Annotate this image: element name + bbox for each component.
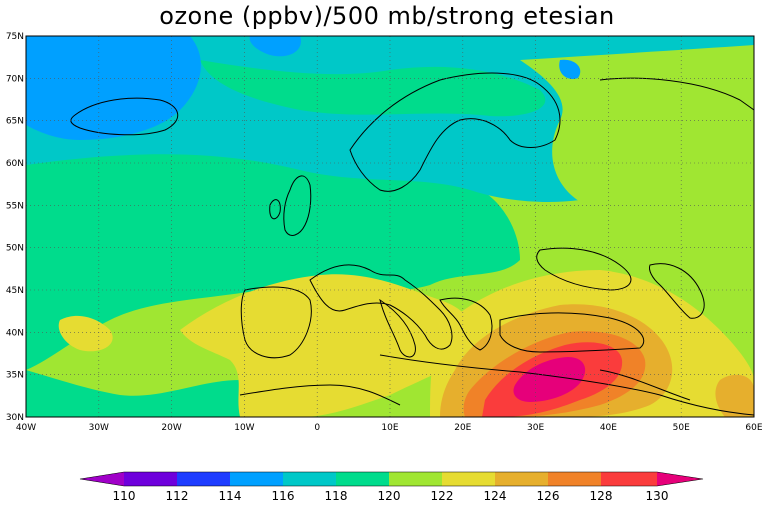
lon-label-50e: 50E <box>673 423 690 433</box>
lat-label-30n: 30N <box>6 413 24 423</box>
colorbar-label-130: 130 <box>646 489 669 503</box>
lat-label-60n: 60N <box>6 159 24 169</box>
lon-label-20w: 20W <box>161 423 181 433</box>
colorbar-label-122: 122 <box>431 489 454 503</box>
lon-label-40w: 40W <box>16 423 36 433</box>
colorbar-label-110: 110 <box>113 489 136 503</box>
field-116-b <box>249 36 301 57</box>
lon-label-40e: 40E <box>600 423 617 433</box>
colorbar-bin-118-120 <box>336 472 389 486</box>
field-126-east <box>715 374 754 417</box>
colorbar-bin-128-130 <box>601 472 657 486</box>
colorbar-label-120: 120 <box>378 489 401 503</box>
lat-label-55n: 55N <box>6 201 24 211</box>
colorbar-bin-126-128 <box>548 472 601 486</box>
lat-label-70n: 70N <box>6 74 24 84</box>
colorbar-bin-122-124 <box>442 472 495 486</box>
field-122-east <box>520 45 754 210</box>
colorbar-label-126: 126 <box>537 489 560 503</box>
colorbar-label-112: 112 <box>166 489 189 503</box>
lon-label-10e: 10E <box>381 423 398 433</box>
colorbar-label-124: 124 <box>484 489 507 503</box>
colorbar-bin-124-126 <box>495 472 548 486</box>
colorbar-bin-116-118 <box>283 472 336 486</box>
field-124-west <box>58 315 113 352</box>
lat-label-65n: 65N <box>6 117 24 127</box>
lat-label-50n: 50N <box>6 244 24 254</box>
lat-label-75n: 75N <box>6 32 24 42</box>
colorbar-bin-120-122 <box>389 472 442 486</box>
lon-label-10w: 10W <box>234 423 254 433</box>
field-120-south <box>26 370 245 417</box>
lon-label-60e: 60E <box>745 423 762 433</box>
colorbar-label-118: 118 <box>325 489 348 503</box>
lon-label-30e: 30E <box>527 423 544 433</box>
ozone-field <box>26 36 754 417</box>
colorbar-label-116: 116 <box>272 489 295 503</box>
colorbar-bin-112-114 <box>177 472 230 486</box>
field-116-c <box>559 59 581 80</box>
field-124 <box>180 274 474 417</box>
colorbar-high-arrow <box>657 472 703 486</box>
lat-axis: 75N 70N 65N 60N 55N 50N 45N 40N 35N 30N <box>6 32 24 423</box>
lon-label-30w: 30W <box>89 423 109 433</box>
lon-axis: 40W 30W 20W 10W 0 10E 20E 30E 40E 50E 60… <box>16 423 763 433</box>
colorbar-low-arrow <box>80 472 124 486</box>
field-116 <box>26 36 201 140</box>
lon-label-0: 0 <box>314 423 320 433</box>
lon-label-20e: 20E <box>454 423 471 433</box>
plot-frame <box>25 35 755 418</box>
lat-label-40n: 40N <box>6 328 24 338</box>
field-132 <box>513 357 586 402</box>
lat-label-35n: 35N <box>6 371 24 381</box>
field-120 <box>26 143 520 370</box>
graticule <box>26 36 754 417</box>
colorbar-bin-110-112 <box>124 472 177 486</box>
map-title: ozone (ppbv)/500 mb/strong etesian <box>159 2 615 30</box>
colorbar-label-128: 128 <box>590 489 613 503</box>
field-120-north <box>200 60 546 117</box>
colorbar-bin-114-116 <box>230 472 283 486</box>
coastlines <box>70 72 754 416</box>
colorbar-label-114: 114 <box>219 489 242 503</box>
lat-label-45n: 45N <box>6 286 24 296</box>
colorbar: 110 112 114 116 118 120 122 124 126 128 … <box>79 471 704 503</box>
